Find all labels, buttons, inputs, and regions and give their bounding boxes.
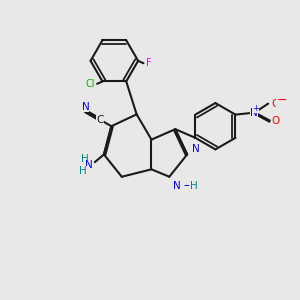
Text: N: N [250,108,258,118]
Text: H: H [82,154,89,164]
Text: H: H [80,166,87,176]
Text: O: O [272,116,280,127]
Text: –: – [183,179,189,192]
Text: C: C [97,116,104,125]
Text: F: F [146,58,151,68]
Text: N: N [173,181,181,191]
Text: N: N [85,160,93,170]
Text: N: N [82,102,89,112]
Text: Cl: Cl [85,79,95,89]
Text: O: O [272,99,280,109]
Text: +: + [252,104,259,113]
Text: H: H [190,181,198,191]
Text: −: − [276,94,287,107]
Text: N: N [192,144,199,154]
